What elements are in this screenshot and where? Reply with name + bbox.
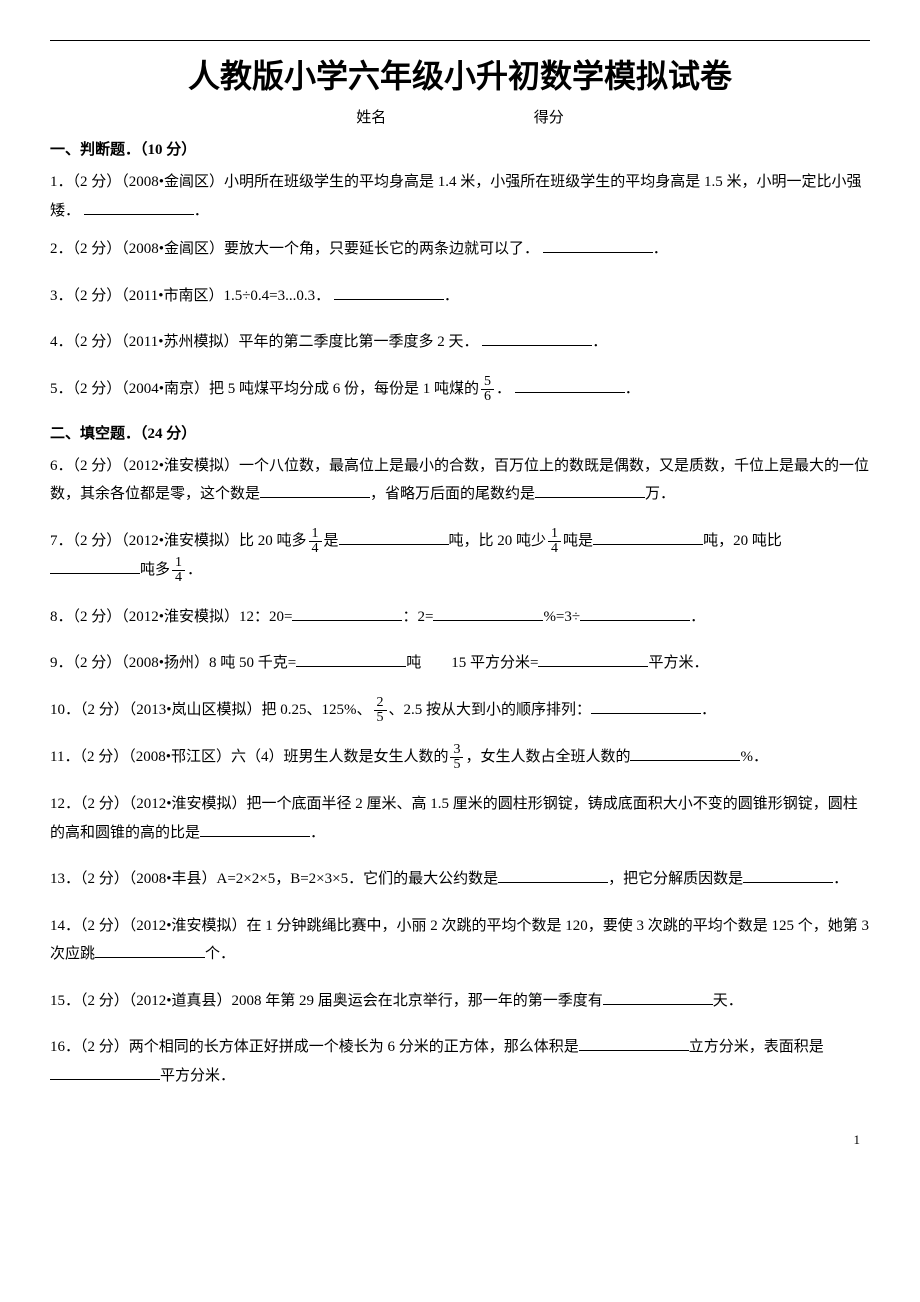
frac-num: 3 — [450, 743, 463, 758]
fraction-1-4-a: 14 — [309, 527, 322, 556]
q9-blank-1[interactable] — [296, 651, 406, 667]
q13-blank-2a[interactable] — [743, 867, 833, 883]
q10-blank[interactable] — [591, 698, 701, 714]
q6-text-c: 万． — [645, 486, 675, 502]
q15-text-b: 天． — [713, 993, 743, 1009]
frac-den: 4 — [309, 542, 322, 556]
frac-den: 6 — [481, 390, 494, 404]
frac-den: 5 — [450, 758, 463, 772]
question-15: 15．（2 分）（2012•道真县）2008 年第 29 届奥运会在北京举行，那… — [50, 987, 870, 1016]
question-3: 3．（2 分）（2011•市南区）1.5÷0.4=3...0.3． ． — [50, 282, 870, 311]
q12-text-a: 12．（2 分）（2012•淮安模拟）把一个底面半径 2 厘米、高 1.5 厘米… — [50, 796, 858, 841]
frac-den: 5 — [374, 711, 387, 725]
q7-text-f: 吨多 — [140, 562, 170, 578]
question-4: 4．（2 分）（2011•苏州模拟）平年的第二季度比第一季度多 2 天． ． — [50, 328, 870, 357]
q8-blank-3[interactable] — [580, 605, 690, 621]
question-16: 16．（2 分）两个相同的长方体正好拼成一个棱长为 6 分米的正方体，那么体积是… — [50, 1033, 870, 1090]
question-6: 6．（2 分）（2012•淮安模拟）一个八位数，最高位上是最小的合数，百万位上的… — [50, 452, 870, 509]
q15-blank[interactable] — [603, 989, 713, 1005]
q10-text-b: 、2.5 按从大到小的顺序排列： — [389, 702, 592, 718]
question-14: 14．（2 分）（2012•淮安模拟）在 1 分钟跳绳比赛中，小丽 2 次跳的平… — [50, 912, 870, 969]
frac-num: 5 — [481, 375, 494, 390]
q9-text-c: 平方米． — [648, 655, 708, 671]
q11-blank[interactable] — [630, 745, 740, 761]
q9-blank-2[interactable] — [538, 651, 648, 667]
page-number: 1 — [50, 1130, 870, 1151]
fraction-1-4-b: 14 — [548, 527, 561, 556]
q8-blank-1[interactable] — [292, 605, 402, 621]
q8-text-b: ：2= — [402, 609, 433, 625]
q7-text-d: 吨是 — [563, 533, 593, 549]
frac-num: 2 — [374, 696, 387, 711]
q11-text-b: ，女生人数占全班人数的 — [465, 749, 630, 765]
q16-text-b: 立方分米，表面积是 — [689, 1039, 824, 1055]
q6-text-b: ，省略万后面的尾数约是 — [370, 486, 535, 502]
q7-blank-1[interactable] — [339, 529, 449, 545]
fraction-5-6: 56 — [481, 375, 494, 404]
score-label: 得分 — [534, 106, 564, 130]
q3-text: 3．（2 分）（2011•市南区）1.5÷0.4=3...0.3． — [50, 288, 330, 304]
q10-text-a: 10．（2 分）（2013•岚山区模拟）把 0.25、125%、 — [50, 702, 372, 718]
q9-text-b: 吨 15 平方分米= — [406, 655, 538, 671]
q14-text-b: 个． — [205, 946, 235, 962]
fraction-2-5: 25 — [374, 696, 387, 725]
top-divider — [50, 40, 870, 41]
q7-blank-2[interactable] — [593, 529, 703, 545]
q4-text: 4．（2 分）（2011•苏州模拟）平年的第二季度比第一季度多 2 天． — [50, 334, 478, 350]
question-7: 7．（2 分）（2012•淮安模拟）比 20 吨多14是吨，比 20 吨少14吨… — [50, 527, 870, 585]
q8-text-a: 8．（2 分）（2012•淮安模拟）12：20= — [50, 609, 292, 625]
q6-blank-1[interactable] — [260, 482, 370, 498]
q13-blank-1[interactable] — [498, 867, 608, 883]
q9-text-a: 9．（2 分）（2008•扬州）8 吨 50 千克= — [50, 655, 296, 671]
q7-text-e: 吨，20 吨比 — [703, 533, 782, 549]
question-2: 2．（2 分）（2008•金阊区）要放大一个角，只要延长它的两条边就可以了． ． — [50, 235, 870, 264]
q6-blank-2[interactable] — [535, 482, 645, 498]
question-9: 9．（2 分）（2008•扬州）8 吨 50 千克= 吨 15 平方分米= 平方米． — [50, 649, 870, 678]
q1-blank[interactable] — [84, 199, 194, 215]
q7-text-a: 7．（2 分）（2012•淮安模拟）比 20 吨多 — [50, 533, 307, 549]
q8-text-c: %=3÷ — [543, 609, 580, 625]
q12-blank[interactable] — [200, 821, 310, 837]
q7-text-c: 吨，比 20 吨少 — [449, 533, 547, 549]
name-label: 姓名 — [356, 106, 386, 130]
q16-text-a: 16．（2 分）两个相同的长方体正好拼成一个棱长为 6 分米的正方体，那么体积是 — [50, 1039, 579, 1055]
frac-den: 4 — [548, 542, 561, 556]
q5-blank[interactable] — [515, 377, 625, 393]
question-5: 5．（2 分）（2004•南京）把 5 吨煤平均分成 6 份，每份是 1 吨煤的… — [50, 375, 870, 404]
q7-blank-3[interactable] — [50, 558, 140, 574]
frac-den: 4 — [172, 571, 185, 585]
section-1-heading: 一、判断题．（10 分） — [50, 138, 870, 162]
q16-blank-2[interactable] — [50, 1064, 160, 1080]
q15-text-a: 15．（2 分）（2012•道真县）2008 年第 29 届奥运会在北京举行，那… — [50, 993, 603, 1009]
q3-blank[interactable] — [334, 284, 444, 300]
question-11: 11．（2 分）（2008•邗江区）六（4）班男生人数是女生人数的35，女生人数… — [50, 743, 870, 772]
fraction-1-4-c: 14 — [172, 556, 185, 585]
q5-text-b: ． — [496, 381, 511, 397]
fraction-3-5: 35 — [450, 743, 463, 772]
frac-num: 1 — [309, 527, 322, 542]
q13-text-a: 13．（2 分）（2008•丰县）A=2×2×5，B=2×3×5．它们的最大公约… — [50, 871, 498, 887]
q11-text-a: 11．（2 分）（2008•邗江区）六（4）班男生人数是女生人数的 — [50, 749, 448, 765]
q13-text-b: ，把它分解质因数是 — [608, 871, 743, 887]
question-13: 13．（2 分）（2008•丰县）A=2×2×5，B=2×3×5．它们的最大公约… — [50, 865, 870, 894]
q7-text-b: 是 — [324, 533, 339, 549]
q2-text: 2．（2 分）（2008•金阊区）要放大一个角，只要延长它的两条边就可以了． — [50, 241, 539, 257]
frac-num: 1 — [172, 556, 185, 571]
section-2-heading: 二、填空题．（24 分） — [50, 422, 870, 446]
question-1: 1．（2 分）（2008•金阊区）小明所在班级学生的平均身高是 1.4 米，小强… — [50, 168, 870, 225]
exam-title: 人教版小学六年级小升初数学模拟试卷 — [50, 51, 870, 102]
question-12: 12．（2 分）（2012•淮安模拟）把一个底面半径 2 厘米、高 1.5 厘米… — [50, 790, 870, 847]
q11-text-c: %． — [740, 749, 768, 765]
q16-blank-1[interactable] — [579, 1035, 689, 1051]
name-score-line: 姓名 得分 — [50, 106, 870, 130]
q5-text-a: 5．（2 分）（2004•南京）把 5 吨煤平均分成 6 份，每份是 1 吨煤的 — [50, 381, 479, 397]
q16-text-c: 平方分米． — [160, 1068, 235, 1084]
frac-num: 1 — [548, 527, 561, 542]
q2-blank[interactable] — [543, 237, 653, 253]
q14-blank[interactable] — [95, 942, 205, 958]
q8-blank-2[interactable] — [433, 605, 543, 621]
question-10: 10．（2 分）（2013•岚山区模拟）把 0.25、125%、25、2.5 按… — [50, 696, 870, 725]
q4-blank[interactable] — [482, 330, 592, 346]
question-8: 8．（2 分）（2012•淮安模拟）12：20=：2=%=3÷． — [50, 603, 870, 632]
